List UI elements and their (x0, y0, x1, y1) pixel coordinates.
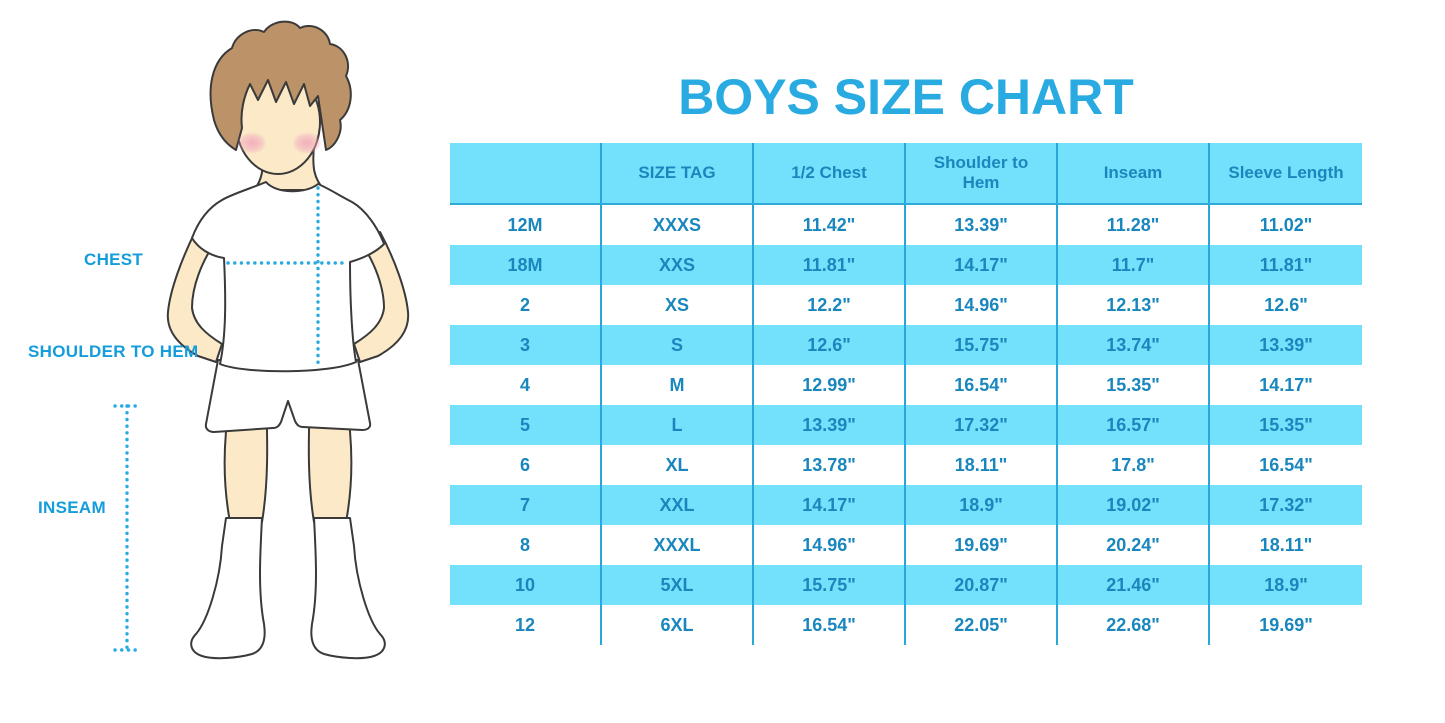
table-cell: 11.81" (754, 245, 906, 285)
table-cell: 11.81" (1210, 245, 1362, 285)
size-table: SIZE TAG 1/2 Chest Shoulder to Hem Inseam Sl… (450, 143, 1362, 645)
table-cell: 22.68" (1058, 605, 1210, 645)
size-label-cell: 2 (450, 285, 602, 325)
size-label-cell: 6 (450, 445, 602, 485)
table-cell: 17.32" (1210, 485, 1362, 525)
column-header (450, 143, 602, 205)
size-label-cell: 3 (450, 325, 602, 365)
table-cell: 14.96" (906, 285, 1058, 325)
column-header: Shoulder to Hem (906, 143, 1058, 205)
table-cell: 12.99" (754, 365, 906, 405)
table-cell: 13.39" (1210, 325, 1362, 365)
table-cell: XXXS (602, 205, 754, 245)
table-cell: 16.54" (1210, 445, 1362, 485)
table-cell: 12.13" (1058, 285, 1210, 325)
boy-right-arm (353, 231, 410, 363)
table-cell: M (602, 365, 754, 405)
table-cell: 16.54" (754, 605, 906, 645)
table-cell: 14.17" (906, 245, 1058, 285)
table-cell: 13.39" (754, 405, 906, 445)
boy-left-arm (166, 229, 223, 363)
table-cell: XL (602, 445, 754, 485)
table-cell: 15.75" (906, 325, 1058, 365)
chest-label: CHEST (84, 250, 144, 269)
table-cell: 12.6" (1210, 285, 1362, 325)
table-cell: 20.87" (906, 565, 1058, 605)
table-cell: 12.2" (754, 285, 906, 325)
table-cell: 5XL (602, 565, 754, 605)
table-cell: 19.69" (1210, 605, 1362, 645)
table-cell: 11.7" (1058, 245, 1210, 285)
table-cell: 18.9" (906, 485, 1058, 525)
table-cell: 11.42" (754, 205, 906, 245)
table-cell: 15.35" (1210, 405, 1362, 445)
table-cell: 11.28" (1058, 205, 1210, 245)
boy-blush-right (292, 132, 322, 154)
size-label-cell: 5 (450, 405, 602, 445)
column-header: 1/2 Chest (754, 143, 906, 205)
table-cell: 18.9" (1210, 565, 1362, 605)
boy-figure-illustration (113, 20, 410, 660)
table-cell: 17.8" (1058, 445, 1210, 485)
size-label-cell: 4 (450, 365, 602, 405)
table-cell: 19.69" (906, 525, 1058, 565)
table-cell: 14.17" (754, 485, 906, 525)
shoulder-to-hem-label: SHOULDER TO HEM (28, 342, 199, 361)
size-label-cell: 10 (450, 565, 602, 605)
size-label-cell: 7 (450, 485, 602, 525)
table-cell: 17.32" (906, 405, 1058, 445)
table-cell: XXS (602, 245, 754, 285)
table-cell: 6XL (602, 605, 754, 645)
table-cell: 18.11" (906, 445, 1058, 485)
table-cell: 14.17" (1210, 365, 1362, 405)
size-label-cell: 18M (450, 245, 602, 285)
table-cell: 14.96" (754, 525, 906, 565)
inseam-label: INSEAM (38, 498, 106, 517)
table-cell: 20.24" (1058, 525, 1210, 565)
size-label-cell: 12 (450, 605, 602, 645)
table-cell: L (602, 405, 754, 445)
column-header: SIZE TAG (602, 143, 754, 205)
table-cell: 18.11" (1210, 525, 1362, 565)
table-cell: XS (602, 285, 754, 325)
size-label-cell: 12M (450, 205, 602, 245)
table-cell: 15.35" (1058, 365, 1210, 405)
table-cell: 21.46" (1058, 565, 1210, 605)
size-label-cell: 8 (450, 525, 602, 565)
table-cell: 12.6" (754, 325, 906, 365)
page-title: BOYS SIZE CHART (678, 68, 1134, 125)
table-cell: 16.57" (1058, 405, 1210, 445)
table-cell: S (602, 325, 754, 365)
table-cell: 13.39" (906, 205, 1058, 245)
boy-left-sock (190, 517, 266, 660)
table-cell: 16.54" (906, 365, 1058, 405)
table-cell: 13.78" (754, 445, 906, 485)
boy-hair (209, 20, 352, 151)
table-cell: XXL (602, 485, 754, 525)
boy-shorts (204, 359, 372, 433)
column-header: Sleeve Length (1210, 143, 1362, 205)
table-cell: 19.02" (1058, 485, 1210, 525)
boy-right-sock (310, 517, 386, 660)
column-header: Inseam (1058, 143, 1210, 205)
table-cell: 11.02" (1210, 205, 1362, 245)
boy-blush-left (237, 132, 267, 154)
table-cell: 13.74" (1058, 325, 1210, 365)
table-cell: 15.75" (754, 565, 906, 605)
table-cell: 22.05" (906, 605, 1058, 645)
table-cell: XXXL (602, 525, 754, 565)
boy-tshirt (191, 181, 385, 373)
